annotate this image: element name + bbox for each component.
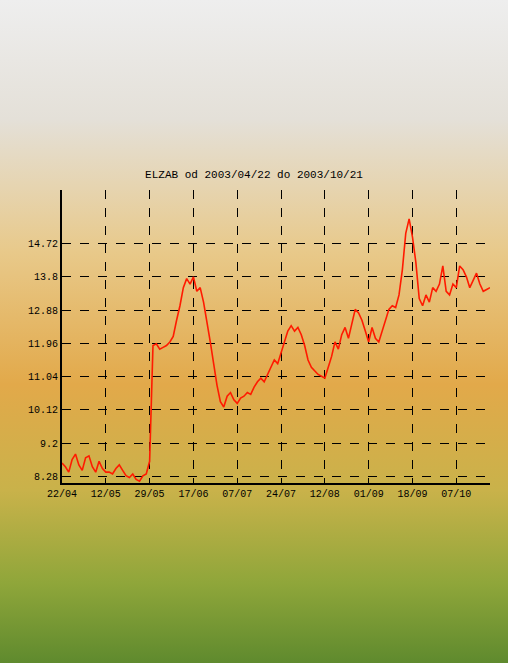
svg-text:24/07: 24/07: [266, 489, 296, 500]
svg-text:14.72: 14.72: [28, 239, 58, 250]
svg-text:ELZAB od 2003/04/22 do 2003/10: ELZAB od 2003/04/22 do 2003/10/21: [145, 169, 363, 181]
svg-text:8.28: 8.28: [34, 472, 58, 483]
svg-text:29/05: 29/05: [135, 489, 165, 500]
svg-text:12.88: 12.88: [28, 306, 58, 317]
svg-text:07/10: 07/10: [441, 489, 471, 500]
svg-text:9.2: 9.2: [40, 439, 58, 450]
svg-text:11.04: 11.04: [28, 372, 58, 383]
svg-text:11.96: 11.96: [28, 339, 58, 350]
svg-text:12/05: 12/05: [91, 489, 121, 500]
svg-text:12/08: 12/08: [310, 489, 340, 500]
svg-text:10.12: 10.12: [28, 405, 58, 416]
svg-text:22/04: 22/04: [47, 489, 77, 500]
svg-text:18/09: 18/09: [397, 489, 427, 500]
svg-text:01/09: 01/09: [354, 489, 384, 500]
svg-text:13.8: 13.8: [34, 272, 58, 283]
svg-text:07/07: 07/07: [222, 489, 252, 500]
svg-text:17/06: 17/06: [178, 489, 208, 500]
